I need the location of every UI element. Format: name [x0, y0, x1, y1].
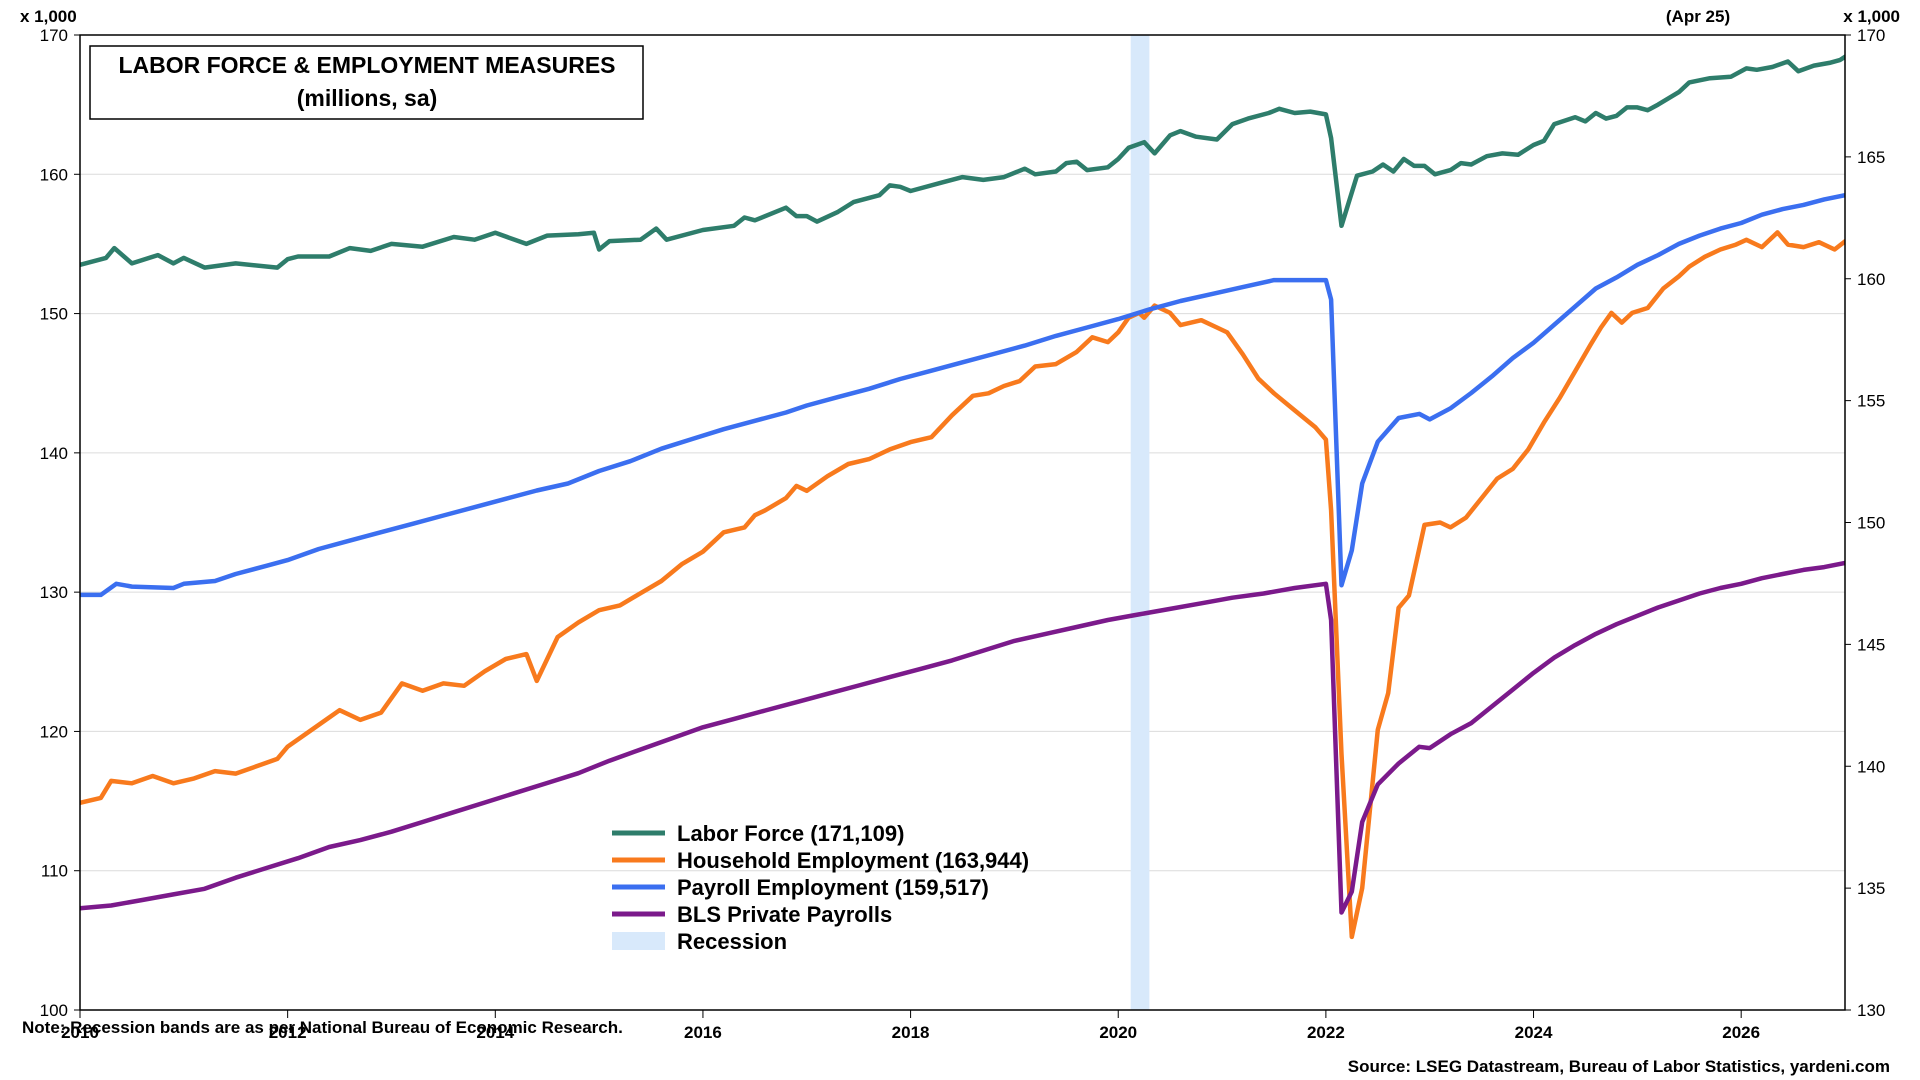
x-tick-label: 2024: [1515, 1023, 1553, 1042]
legend-swatch-recession: [612, 932, 665, 950]
date-marker: (Apr 25): [1666, 7, 1730, 26]
chart-subtitle: (millions, sa): [297, 85, 438, 111]
series-line-3: [80, 192, 1845, 598]
title-box: [89, 45, 644, 120]
right-tick-label: 160: [1857, 270, 1885, 289]
right-tick-label: 170: [1857, 26, 1885, 45]
x-tick-label: 2014: [476, 1023, 514, 1042]
right-tick-label: 155: [1857, 392, 1885, 411]
x-tick-label: 2022: [1307, 1023, 1345, 1042]
legend: Labor Force (171,109)Household Employmen…: [612, 821, 1029, 954]
right-tick-label: 140: [1857, 757, 1885, 776]
left-tick-label: 170: [40, 26, 68, 45]
series-line-1: [80, 54, 1845, 270]
legend-label: Payroll Employment (159,517): [677, 875, 989, 900]
left-tick-label: 140: [40, 444, 68, 463]
right-axis-unit: x 1,000: [1843, 7, 1900, 26]
series-line-4: [80, 560, 1845, 915]
right-tick-label: 130: [1857, 1001, 1885, 1020]
x-tick-label: 2018: [892, 1023, 930, 1042]
left-tick-label: 120: [40, 722, 68, 741]
series-layer: [80, 54, 1845, 940]
x-tick-label: 2016: [684, 1023, 722, 1042]
right-tick-label: 135: [1857, 879, 1885, 898]
recession-band: [1130, 35, 1150, 1010]
chart-title: LABOR FORCE & EMPLOYMENT MEASURES: [118, 52, 615, 78]
right-axis-ticks: 130 135 140 145 150 155 160 165 170: [1845, 26, 1885, 1020]
legend-label-recession: Recession: [677, 929, 787, 954]
left-axis-ticks: 100 110 120 130 140 150 160 170: [40, 26, 80, 1020]
x-tick-label: 2020: [1099, 1023, 1137, 1042]
left-tick-label: 100: [40, 1001, 68, 1020]
right-tick-label: 145: [1857, 635, 1885, 654]
left-tick-label: 160: [40, 165, 68, 184]
left-axis-unit: x 1,000: [20, 7, 77, 26]
left-tick-label: 150: [40, 305, 68, 324]
right-tick-label: 150: [1857, 514, 1885, 533]
legend-label: Household Employment (163,944): [677, 848, 1029, 873]
x-tick-label: 2010: [61, 1023, 99, 1042]
left-tick-label: 130: [40, 583, 68, 602]
source-note: Source: LSEG Datastream, Bureau of Labor…: [1348, 1057, 1890, 1076]
right-tick-label: 165: [1857, 148, 1885, 167]
gridlines: [80, 173, 1845, 872]
x-axis-ticks: 2010 2012 2014 2016 2018 2020 2022 2024 2026: [61, 1010, 1760, 1042]
footnote: Note: Recession bands are as per Nationa…: [22, 1018, 623, 1037]
x-tick-label: 2026: [1722, 1023, 1760, 1042]
series-line-2: [80, 230, 1845, 940]
x-tick-label: 2012: [269, 1023, 307, 1042]
legend-label: Labor Force (171,109): [677, 821, 904, 846]
left-tick-label: 110: [41, 862, 68, 881]
legend-label: BLS Private Payrolls: [677, 902, 892, 927]
